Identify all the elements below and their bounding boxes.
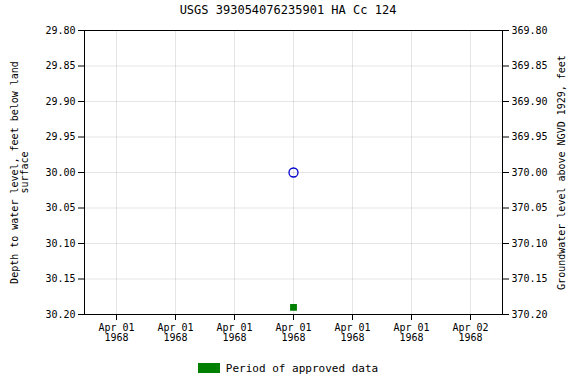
svg-text:30.15: 30.15 (45, 273, 75, 284)
html-text:Period of approved data: Period of approved data (225, 361, 379, 375)
svg-text:30.00: 30.00 (45, 167, 75, 178)
svg-text:Apr 011968: Apr 011968 (157, 322, 193, 343)
svg-text:29.90: 29.90 (45, 96, 75, 107)
svg-text:Apr 011968: Apr 011968 (393, 322, 429, 343)
svg-text:370.05: 370.05 (512, 202, 548, 213)
svg-text:29.95: 29.95 (45, 131, 75, 142)
svg-text:30.10: 30.10 (45, 238, 75, 249)
svg-text:369.90: 369.90 (512, 96, 548, 107)
svg-text:Apr 011968: Apr 011968 (98, 322, 134, 343)
svg-text:Apr 021968: Apr 021968 (452, 322, 488, 343)
svg-text:Apr 011968: Apr 011968 (275, 322, 311, 343)
svg-text:369.85: 369.85 (512, 60, 548, 71)
html-text:USGS 393054076235901 HA Cc 124: USGS 393054076235901 HA Cc 124 (179, 3, 397, 17)
svg-text:29.80: 29.80 (45, 25, 75, 36)
svg-text:370.10: 370.10 (512, 238, 548, 249)
svg-text:Apr 011968: Apr 011968 (216, 322, 252, 343)
svg-text:Depth to water level, feet bel: Depth to water level, feet below landsur… (9, 61, 30, 284)
svg-text:369.80: 369.80 (512, 25, 548, 36)
svg-text:30.20: 30.20 (45, 309, 75, 320)
svg-text:Groundwater level above NGVD 1: Groundwater level above NGVD 1929, feet (556, 55, 567, 290)
svg-text:370.20: 370.20 (512, 309, 548, 320)
svg-text:370.00: 370.00 (512, 167, 548, 178)
svg-text:370.15: 370.15 (512, 273, 548, 284)
svg-text:30.05: 30.05 (45, 202, 75, 213)
svg-text:29.85: 29.85 (45, 60, 75, 71)
svg-text:Apr 011968: Apr 011968 (334, 322, 370, 343)
svg-text:369.95: 369.95 (512, 131, 548, 142)
